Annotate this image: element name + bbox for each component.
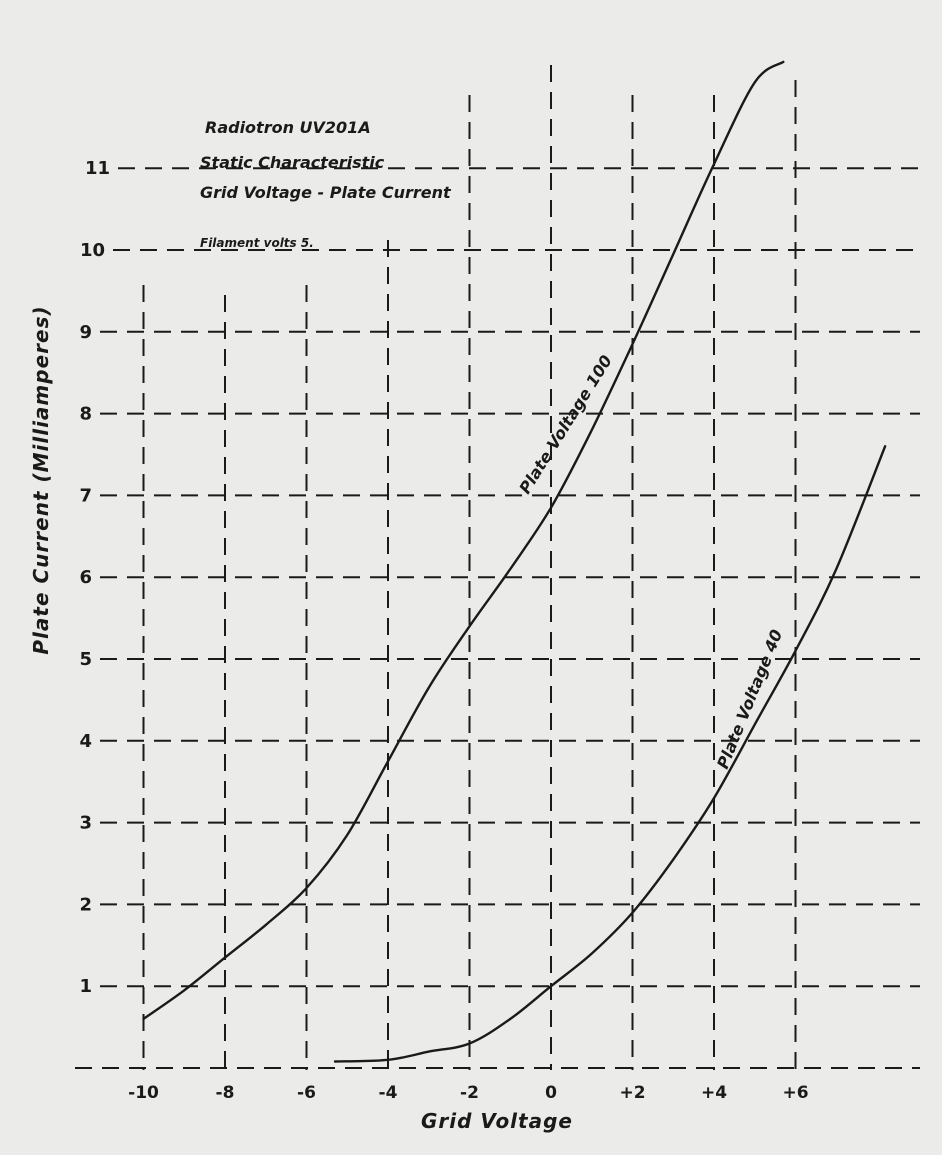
chart-title: Radiotron UV201A [205, 118, 371, 137]
x-tick-label-minus-2: -2 [460, 1083, 479, 1103]
series-line-plate-voltage-100 [142, 60, 785, 1021]
x-tick-label-minus-8: -8 [216, 1083, 235, 1103]
y-tick-label-4: 4 [79, 731, 92, 752]
y-axis-title: Plate Current (Milliamperes) [29, 305, 53, 654]
series-line-plate-voltage-40 [333, 445, 887, 1063]
x-tick-label-minus-6: -6 [297, 1083, 316, 1103]
y-tick-label-11: 11 [85, 158, 110, 179]
x-tick-labels: -10 -8 -6 -4 -2 0 +2 +4 +6 [128, 1083, 808, 1103]
y-tick-label-5: 5 [79, 649, 92, 670]
y-tick-label-2: 2 [79, 894, 92, 915]
grid-vertical-lines [142, 65, 797, 1070]
y-tick-label-7: 7 [79, 485, 92, 506]
chart-subtitle-line-1: Static Characteristic [200, 153, 385, 172]
y-tick-label-6: 6 [79, 567, 92, 588]
y-tick-label-1: 1 [79, 976, 92, 997]
y-tick-label-3: 3 [79, 813, 92, 834]
y-tick-label-8: 8 [79, 404, 92, 425]
x-tick-label-minus-4: -4 [379, 1083, 398, 1103]
chart-subtitle-line-2: Grid Voltage - Plate Current [200, 183, 452, 202]
y-tick-label-10: 10 [80, 240, 105, 261]
y-tick-label-9: 9 [79, 322, 92, 343]
x-tick-label-minus-10: -10 [128, 1083, 159, 1103]
grid-horizontal-lines [75, 167, 920, 1069]
x-tick-label-6: +6 [782, 1083, 808, 1103]
x-tick-label-2: +2 [619, 1083, 645, 1103]
x-tick-label-0: 0 [545, 1083, 557, 1103]
x-tick-label-4: +4 [701, 1083, 727, 1103]
series-lines [142, 60, 887, 1063]
x-axis-title: Grid Voltage [421, 1109, 573, 1133]
filament-annotation: Filament volts 5. [200, 236, 314, 250]
y-tick-labels: 1 2 3 4 5 6 7 8 9 10 11 [79, 158, 110, 997]
